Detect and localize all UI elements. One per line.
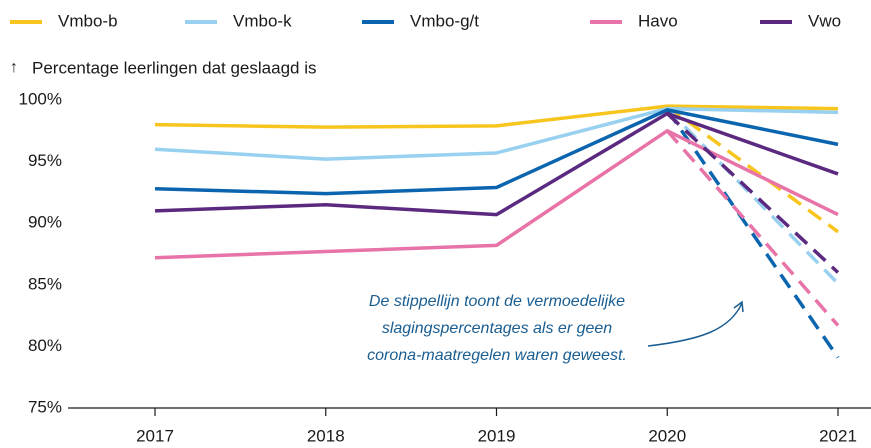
y-axis-label: Percentage leerlingen dat geslaagd is — [32, 58, 316, 77]
series-line — [154, 104, 839, 129]
legend-label: Vmbo-k — [233, 11, 292, 30]
y-tick-label: 90% — [28, 213, 62, 232]
x-tick-label: 2019 — [478, 426, 516, 445]
y-tick-label: 80% — [28, 336, 62, 355]
projected-line — [665, 107, 840, 285]
y-tick-label: 75% — [28, 397, 62, 416]
legend-label: Havo — [638, 11, 678, 30]
projected-line — [666, 112, 840, 274]
legend-label: Vwo — [808, 11, 841, 30]
x-tick-label: 2018 — [307, 426, 345, 445]
annotation: corona-maatregelen waren geweest. — [367, 347, 627, 364]
arrow: ↑ — [10, 59, 18, 76]
projected-line — [666, 104, 840, 234]
series-line — [154, 108, 839, 196]
x-tick-label: 2017 — [136, 426, 174, 445]
x-tick-label: 2021 — [819, 426, 857, 445]
legend-label: Vmbo-g/t — [410, 11, 479, 30]
series-line — [154, 129, 839, 260]
y-tick-label: 95% — [28, 151, 62, 170]
projected-line — [665, 129, 840, 327]
annotation-arrow — [647, 302, 743, 347]
y-tick-label: 100% — [19, 89, 62, 108]
projected-line — [665, 108, 840, 359]
series-line — [154, 111, 839, 217]
series-line — [154, 106, 839, 161]
annotation-arrowhead — [733, 300, 744, 313]
annotation: slagingspercentages als er geen — [382, 320, 612, 337]
annotation: De stippellijn toont de vermoedelijke — [369, 293, 625, 310]
x-tick-label: 2020 — [648, 426, 686, 445]
y-tick-label: 85% — [28, 274, 62, 293]
legend-label: Vmbo-b — [58, 11, 118, 30]
